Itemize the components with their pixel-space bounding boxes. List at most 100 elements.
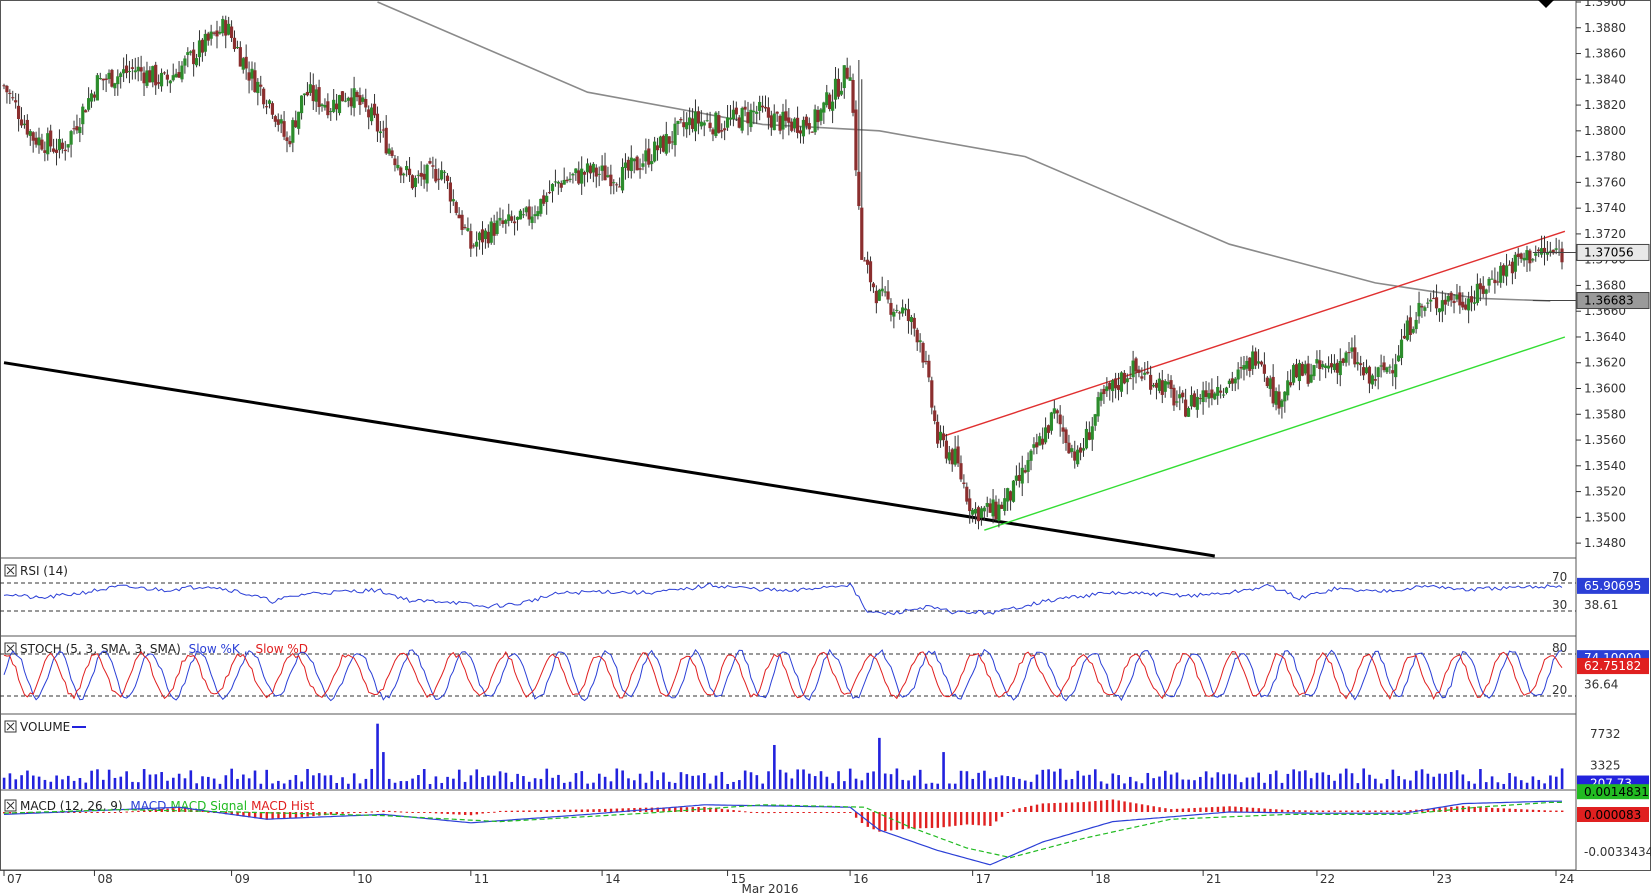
candle-body [816, 110, 820, 123]
candle-body [661, 135, 665, 152]
macd-hist-bar [1024, 807, 1027, 812]
macd-hist-bar [831, 812, 834, 813]
macd-hist-bar [884, 812, 887, 832]
dropdown-triangle-icon[interactable] [1538, 0, 1554, 8]
volume-bar [592, 782, 595, 789]
candle-body [760, 105, 765, 108]
macd-hist-bar [108, 812, 111, 813]
candle-body [54, 149, 59, 153]
candle-body [136, 66, 140, 72]
candle-body [1367, 366, 1372, 384]
x-tick-label: 09 [235, 872, 250, 886]
macd-hist-bar [814, 812, 817, 813]
volume-bar [1339, 773, 1342, 789]
volume-bar [568, 781, 572, 789]
x-tick-label: 10 [357, 872, 372, 886]
candle-body [1160, 380, 1164, 395]
candle-body [1102, 388, 1106, 395]
candle-body [536, 211, 540, 217]
volume-bar [1444, 773, 1447, 789]
candle-body [1402, 335, 1407, 339]
candle-body [370, 107, 374, 122]
candle-body [527, 206, 531, 220]
macd-hist-bar [1275, 809, 1278, 812]
candle-body [1417, 302, 1421, 317]
candle-body [189, 51, 193, 53]
stoch-legend-sep: , [244, 642, 248, 656]
macd-hist-bar [1409, 810, 1412, 812]
candle-body [1151, 385, 1156, 387]
candle-body [1429, 299, 1433, 302]
macd-hist-bar [580, 809, 584, 812]
volume-bar [8, 773, 12, 789]
candle-body [291, 120, 295, 143]
candle-body [1029, 450, 1033, 461]
candle-body [1081, 448, 1086, 451]
candle-body [550, 183, 555, 192]
macd-hist-bar [1047, 803, 1050, 812]
macd-hist-bar [924, 812, 928, 829]
candle-body [1076, 449, 1080, 465]
candle-body [1032, 444, 1036, 448]
x-tick-label: 15 [731, 872, 746, 886]
candle-body [1262, 364, 1267, 374]
candle-body [822, 102, 826, 113]
volume-bar [1164, 770, 1167, 789]
candle-body [477, 232, 482, 241]
macd-hist-bar [668, 807, 671, 812]
macd-hist-bar [1000, 812, 1004, 817]
price-tick-label: 1.3580 [1584, 407, 1626, 421]
candle-body [845, 67, 849, 79]
rsi-value-label: 65.90695 [1584, 579, 1641, 593]
volume-bar [668, 781, 671, 789]
volume-bar [78, 778, 82, 789]
candle-body [938, 431, 943, 441]
candle-body [84, 110, 88, 113]
stoch-legend-d: Slow %D [255, 642, 308, 656]
volume-bar [183, 778, 187, 789]
candle-body [766, 107, 771, 118]
macd-value-box [1577, 784, 1649, 800]
candle-body [734, 107, 738, 115]
macd-hist-bar [1537, 810, 1541, 812]
candle-body [448, 182, 452, 202]
candle-body [1096, 397, 1100, 417]
macd-hist-bar [1286, 810, 1290, 812]
volume-bar [1245, 777, 1249, 789]
candle-body [1181, 392, 1185, 398]
candle-body [407, 168, 412, 176]
candle-body [1294, 364, 1299, 378]
rsi-tick-label: 38.61 [1584, 598, 1618, 612]
rsi-level-label: 70 [1552, 570, 1567, 584]
candle-body [282, 121, 286, 137]
candle-body [842, 65, 846, 89]
candle-body [8, 92, 12, 94]
macd-hist-bar [1339, 810, 1342, 812]
candle-body [285, 137, 289, 142]
volume-bar [148, 774, 152, 789]
macd-hist-bar [1473, 806, 1476, 812]
macd-hist-bar [329, 812, 333, 815]
volume-bar [1076, 770, 1080, 789]
candle-body [69, 131, 73, 145]
macd-hist-bar [732, 810, 735, 812]
candle-body [1455, 294, 1459, 300]
candle-body [1277, 391, 1281, 409]
candle-body [1353, 347, 1357, 365]
candle-body [5, 85, 9, 93]
macd-hist-bar [236, 812, 239, 816]
macd-hist-bar [148, 809, 152, 812]
macd-hist-bar [720, 808, 724, 812]
candle-body [755, 111, 759, 114]
candle-body [419, 172, 423, 177]
volume-bar [1292, 769, 1295, 789]
candle-body [381, 129, 385, 131]
macd-hist-bar [994, 812, 998, 822]
candle-body [547, 192, 552, 194]
macd-hist-bar [604, 808, 607, 812]
macd-hist-bar [370, 811, 374, 813]
volume-bar [930, 782, 934, 789]
volume-bar [376, 723, 379, 789]
candle-body [717, 115, 721, 133]
candle-body [1324, 365, 1328, 368]
